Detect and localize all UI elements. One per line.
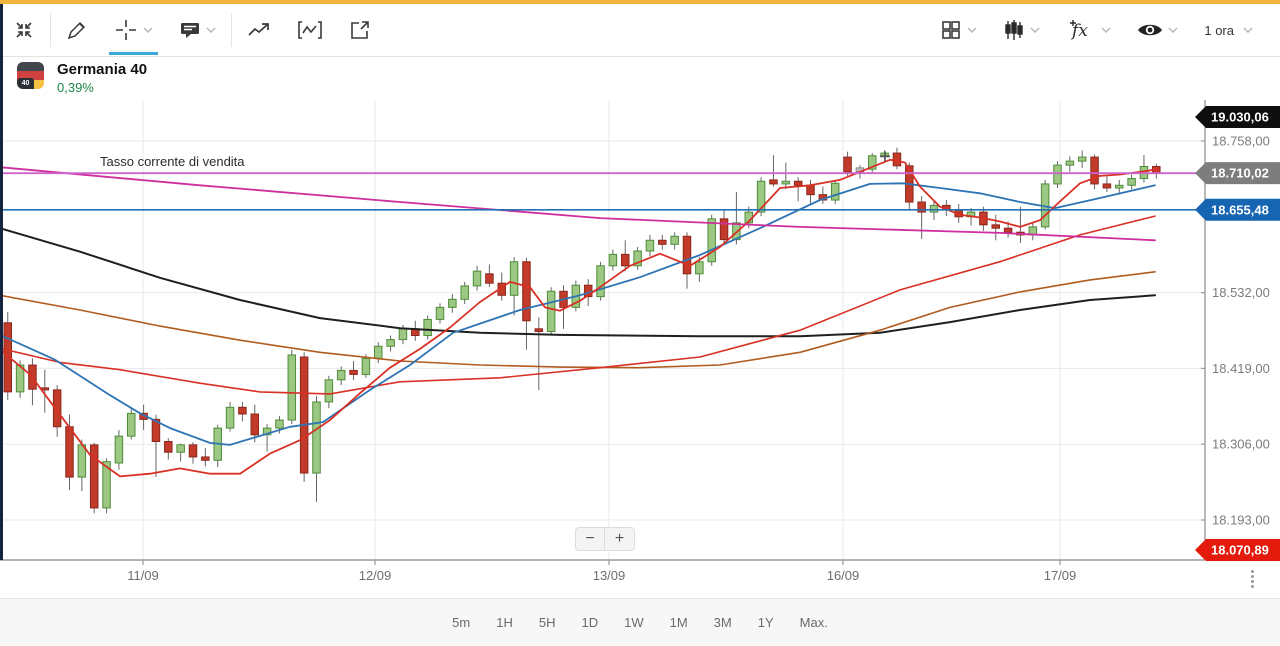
indicators-fx-icon: fx xyxy=(1066,18,1096,42)
external-link-icon xyxy=(349,19,371,41)
zoom-in-button[interactable]: + xyxy=(605,527,635,551)
y-axis-label: 18.419,00 xyxy=(1212,361,1270,376)
timeframe-5h[interactable]: 5H xyxy=(538,615,556,630)
chevron-down-icon xyxy=(1243,27,1253,33)
price-tag-high[interactable]: 19.030,06 xyxy=(1195,106,1280,128)
chart-type-button[interactable] xyxy=(990,19,1053,41)
trend-line-icon xyxy=(247,20,271,40)
ma-blue xyxy=(0,182,1156,446)
toolbar-divider xyxy=(231,13,232,47)
pencil-icon xyxy=(66,19,88,41)
trend-line-magenta xyxy=(0,166,1156,242)
x-axis-label: 11/09 xyxy=(127,568,159,583)
price-tags[interactable]: 19.030,06 18.710,02 18.655,48 18.070,89 xyxy=(1195,106,1280,561)
candles xyxy=(3,147,1161,514)
germany-flag-icon: 40 xyxy=(17,62,44,89)
chevron-down-icon[interactable] xyxy=(1030,27,1040,33)
price-level-lines[interactable] xyxy=(0,172,1205,211)
instrument-header: 40 Germania 40 0,39% xyxy=(0,57,1280,100)
current-sell-rate-label: Tasso corrente di vendita xyxy=(100,154,245,169)
pattern-button[interactable] xyxy=(284,4,336,56)
chevron-down-icon[interactable] xyxy=(206,27,216,33)
pattern-icon xyxy=(297,20,323,40)
axes: 11/09 12/09 13/09 16/09 17/09 18.758,00 18.532… xyxy=(0,100,1270,583)
chevron-down-icon[interactable] xyxy=(967,27,977,33)
svg-text:19.030,06: 19.030,06 xyxy=(1211,110,1269,125)
y-axis-label: 18.758,00 xyxy=(1212,134,1270,149)
window-edge-strip xyxy=(0,4,3,560)
crosshair-tool-button[interactable] xyxy=(101,4,166,56)
chart-toolbar: fx 1 ora xyxy=(0,4,1280,57)
x-axis-label: 12/09 xyxy=(359,568,392,583)
timeframe-1h[interactable]: 1H xyxy=(496,615,513,630)
timeframe-1y[interactable]: 1Y xyxy=(757,615,774,630)
x-axis-label: 17/09 xyxy=(1044,568,1077,583)
layout-button[interactable] xyxy=(927,19,990,41)
chevron-down-icon[interactable] xyxy=(143,27,153,33)
timeframe-selector-label: 1 ora xyxy=(1204,22,1234,38)
ma-slow-red xyxy=(0,215,1156,395)
price-tag-level[interactable]: 18.655,48 xyxy=(1195,198,1280,221)
y-axis-label: 18.532,00 xyxy=(1212,285,1270,300)
indicators-button[interactable]: fx xyxy=(1053,18,1124,42)
active-tool-underline xyxy=(109,52,158,55)
timeframe-bar: 5m 1H 5H 1D 1W 1M 3M 1Y Max. xyxy=(0,598,1280,646)
price-tag-low[interactable]: 18.070,89 xyxy=(1195,539,1280,561)
collapse-icon xyxy=(13,19,35,41)
timeframe-1w[interactable]: 1W xyxy=(624,615,644,630)
trend-line-button[interactable] xyxy=(234,4,284,56)
price-tag-sell[interactable]: 18.710,02 xyxy=(1195,162,1280,185)
top-accent-bar xyxy=(0,0,1280,4)
crosshair-icon xyxy=(114,18,138,42)
zoom-out-button[interactable]: − xyxy=(575,527,605,551)
y-axis-label: 18.193,00 xyxy=(1212,513,1270,528)
annotation-button[interactable] xyxy=(166,4,229,56)
note-icon xyxy=(179,20,201,40)
layout-grid-icon xyxy=(940,19,962,41)
plus-marker xyxy=(880,151,890,162)
instrument-change-percent: 0,39% xyxy=(57,80,94,95)
svg-text:18.655,48: 18.655,48 xyxy=(1211,202,1269,217)
index-badge: 40 xyxy=(17,78,34,89)
chevron-down-icon[interactable] xyxy=(1168,27,1178,33)
svg-text:18.070,89: 18.070,89 xyxy=(1211,543,1269,558)
ma-black xyxy=(0,227,1156,338)
toolbar-divider xyxy=(50,13,51,47)
timeframe-1d[interactable]: 1D xyxy=(581,615,599,630)
zoom-control: − + xyxy=(575,527,635,551)
svg-text:18.710,02: 18.710,02 xyxy=(1211,166,1269,181)
ma-fast-red xyxy=(0,158,1159,478)
instrument-name: Germania 40 xyxy=(57,61,148,78)
axis-menu-ellipsis[interactable] xyxy=(1251,570,1255,590)
eye-icon xyxy=(1137,21,1163,39)
svg-text:fx: fx xyxy=(1070,21,1088,41)
timeframe-5m[interactable]: 5m xyxy=(452,615,471,630)
chevron-down-icon[interactable] xyxy=(1101,27,1111,33)
timeframe-1m[interactable]: 1M xyxy=(669,615,688,630)
x-axis-label: 13/09 xyxy=(593,568,626,583)
share-button[interactable] xyxy=(336,4,384,56)
y-axis-label: 18.306,00 xyxy=(1212,437,1270,452)
draw-button[interactable] xyxy=(53,4,101,56)
collapse-button[interactable] xyxy=(0,4,48,56)
chart-type-icon xyxy=(1003,19,1025,41)
timeframe-selector[interactable]: 1 ora xyxy=(1191,23,1266,38)
x-axis-label: 16/09 xyxy=(827,568,860,583)
timeframe-max[interactable]: Max. xyxy=(799,615,828,630)
visibility-button[interactable] xyxy=(1124,21,1191,39)
timeframe-3m[interactable]: 3M xyxy=(713,615,732,630)
